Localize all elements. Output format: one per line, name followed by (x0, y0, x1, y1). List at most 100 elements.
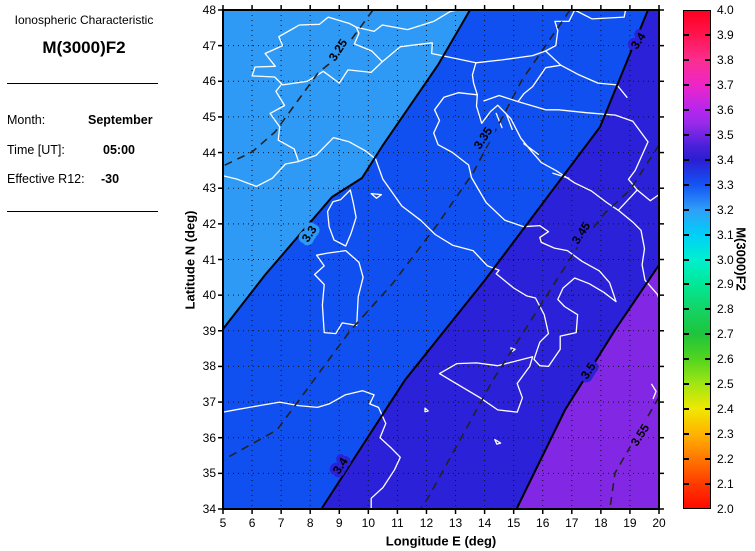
colorbar-tick-label: 3.6 (717, 102, 734, 117)
contour-line-3.5 (516, 264, 660, 509)
colorbar-tickmark (684, 483, 689, 486)
colorbar-tickmark (684, 133, 689, 136)
border-ionian-islet (651, 383, 657, 400)
x-tick-label: 5 (219, 516, 227, 530)
y-tick-label: 43 (202, 181, 216, 196)
panel-subtitle: Ionospheric Characteristic (14, 13, 154, 27)
colorbar-tick-label: 3.4 (717, 152, 734, 167)
contour-map-canvas: 3.253.33.353.43.43.453.53.55 (218, 5, 664, 514)
contour-line-3.4 (321, 9, 649, 509)
x-tick-label: 10 (361, 516, 375, 530)
x-tick-label: 15 (506, 516, 521, 530)
x-tick-label: 14 (477, 516, 492, 530)
y-tick-label: 37 (202, 395, 216, 410)
y-tick-label: 40 (202, 288, 216, 303)
contour-line-3.55 (609, 396, 660, 509)
colorbar-tickmark (684, 308, 689, 311)
colorbar-tickmark (684, 358, 689, 361)
colorbar-tickmark (684, 183, 689, 186)
colorbar-tick-label: 3.9 (717, 27, 734, 42)
colorbar-tickmark (705, 283, 710, 286)
x-tick-label: 20 (652, 516, 666, 530)
colorbar-tick-label: 2.8 (717, 302, 734, 317)
colorbar-tickmark (705, 208, 710, 211)
colorbar-tick-label: 3.2 (717, 202, 734, 217)
contour-line-3.45 (420, 144, 660, 509)
colorbar-tickmark (705, 108, 710, 111)
month-label: Month: (7, 113, 46, 127)
border-austria-germany-border (355, 9, 458, 33)
y-tick-label: 41 (202, 252, 216, 267)
colorbar-tickmark (705, 83, 710, 86)
colorbar-tickmark (684, 233, 689, 236)
colorbar-tick-label: 2.6 (717, 352, 734, 367)
border-sardinia (313, 249, 364, 335)
border-hungary-croatia-border (544, 50, 628, 98)
y-tick-label: 35 (202, 466, 216, 481)
r12-label: Effective R12: (7, 172, 85, 186)
x-tick-label: 11 (391, 516, 404, 530)
colorbar-tick-label: 2.3 (717, 427, 734, 442)
border-hungary-slovakia-border (574, 9, 627, 20)
x-tick-label: 6 (248, 516, 256, 530)
border-elba (370, 192, 383, 199)
divider-top (7, 83, 158, 84)
colorbar-tickmark (705, 358, 710, 361)
colorbar-tickmark (684, 433, 689, 436)
colorbar-tickmark (705, 333, 710, 336)
y-tick-label: 39 (202, 323, 216, 338)
colorbar-tickmark (705, 458, 710, 461)
x-tick-label: 18 (594, 516, 608, 530)
border-kvarner-island-2 (505, 113, 513, 131)
colorbar-tickmark (684, 333, 689, 336)
border-corsica (326, 189, 357, 247)
colorbar-tickmark (705, 133, 710, 136)
month-value: September (88, 113, 153, 127)
border-dalmatian-island-2 (552, 172, 570, 179)
colorbar-tickmark (705, 233, 710, 236)
y-tick-label: 48 (202, 3, 216, 17)
colorbar-tickmark (705, 258, 710, 261)
colorbar-tickmark (705, 183, 710, 186)
colorbar-tick-label: 4.0 (717, 3, 734, 17)
contour-band-3.2-3.3 (223, 10, 470, 329)
border-austria-hungary-border (544, 9, 576, 52)
border-austria-italy-border (381, 42, 547, 64)
x-tick-label: 19 (623, 516, 637, 530)
time-label: Time [UT]: (7, 143, 65, 157)
border-kvarner-island-1 (495, 112, 503, 129)
contour-line-3.35 (222, 9, 571, 461)
time-value: 05:00 (103, 143, 135, 157)
x-tick-label: 8 (306, 516, 314, 530)
border-switzerland-border (251, 16, 383, 86)
y-tick-label: 47 (202, 38, 216, 53)
colorbar-tick-label: 2.0 (717, 502, 734, 516)
contour-band-3.4-3.5 (322, 10, 659, 508)
colorbar-tick-label: 2.9 (717, 277, 734, 292)
r12-value: -30 (101, 172, 120, 186)
y-tick-label: 34 (202, 502, 216, 516)
border-slovenia-croatia-border (483, 64, 562, 103)
colorbar-tick-label: 2.1 (717, 477, 734, 492)
border-slovenia-italy-border (471, 62, 478, 96)
x-axis-title: Longitude E (deg) (385, 533, 497, 549)
panel-title: M(3000)F2 (42, 38, 126, 57)
info-panel: Ionospheric Characteristic M(3000)F2 Mon… (0, 0, 170, 551)
colorbar-tick-label: 3.0 (717, 252, 734, 267)
border-croatia-bosnia-border (517, 100, 634, 122)
colorbar-tick-label: 3.1 (717, 227, 734, 242)
border-montenegro-kosovo-border (636, 189, 660, 202)
colorbar-tickmark (684, 83, 689, 86)
colorbar-tickmark (684, 258, 689, 261)
border-bosnia-serbia-montenegro-border (617, 120, 649, 211)
x-tick-label: 7 (277, 516, 285, 530)
y-tick-label: 46 (202, 74, 216, 89)
colorbar-tickmark (684, 108, 689, 111)
colorbar-tick-label: 2.4 (717, 402, 734, 417)
colorbar-tick-label: 2.5 (717, 377, 734, 392)
contour-line-3.25 (222, 9, 374, 167)
colorbar-tickmark (705, 483, 710, 486)
border-sicily (438, 356, 534, 413)
x-tick-label: 17 (565, 516, 579, 530)
